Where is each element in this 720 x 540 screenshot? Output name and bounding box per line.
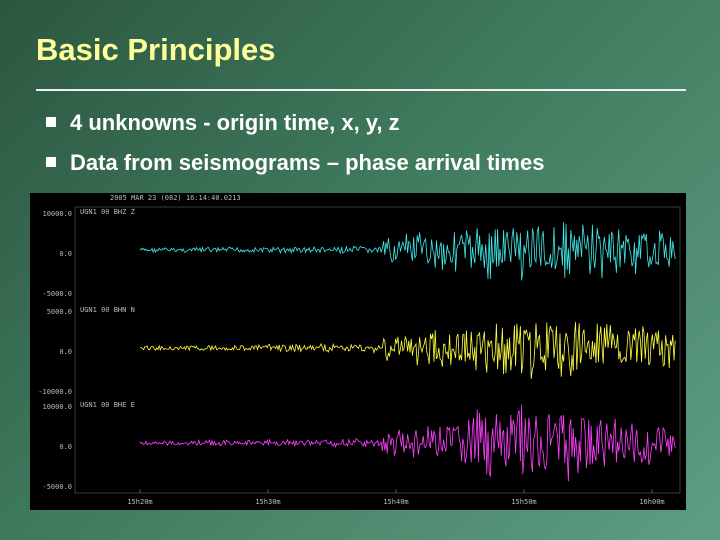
seismogram-header: 2005 MAR 23 (082) 16:14:40.0213 <box>110 194 241 202</box>
bullet-marker <box>46 157 56 167</box>
waveform <box>139 222 676 281</box>
time-tick-label: 15h30m <box>255 498 280 506</box>
trace-label: UGN1 00 BHN N <box>80 306 135 314</box>
title-rule <box>36 89 686 91</box>
bullet-marker <box>46 117 56 127</box>
bullet-text: 4 unknowns - origin time, x, y, z <box>70 110 400 135</box>
seismogram: 2005 MAR 23 (082) 16:14:40.0213 UGN1 00 … <box>30 193 686 510</box>
trace-label: UGN1 00 BHZ Z <box>80 208 135 216</box>
y-tick-label: 5000.0 <box>47 308 72 316</box>
slide-title: Basic Principles <box>36 32 276 67</box>
y-tick-label: 0.0 <box>59 348 72 356</box>
plot-frame <box>74 206 681 494</box>
bullet-text: Data from seismograms – phase arrival ti… <box>70 150 545 175</box>
y-tick-label: -10000.0 <box>38 388 72 396</box>
seismogram-background <box>30 193 686 510</box>
trace-label: UGN1 00 BHE E <box>80 401 135 409</box>
time-tick-label: 15h40m <box>383 498 408 506</box>
time-tick-label: 16h00m <box>639 498 664 506</box>
waveform <box>139 321 676 379</box>
y-tick-label: -5000.0 <box>42 483 72 491</box>
y-tick-label: 0.0 <box>59 443 72 451</box>
waveform <box>139 404 676 482</box>
time-tick-label: 15h20m <box>127 498 152 506</box>
y-tick-label: 0.0 <box>59 250 72 258</box>
time-tick-label: 15h50m <box>511 498 536 506</box>
y-tick-label: 10000.0 <box>42 210 72 218</box>
y-tick-label: -5000.0 <box>42 290 72 298</box>
y-tick-label: 10000.0 <box>42 403 72 411</box>
